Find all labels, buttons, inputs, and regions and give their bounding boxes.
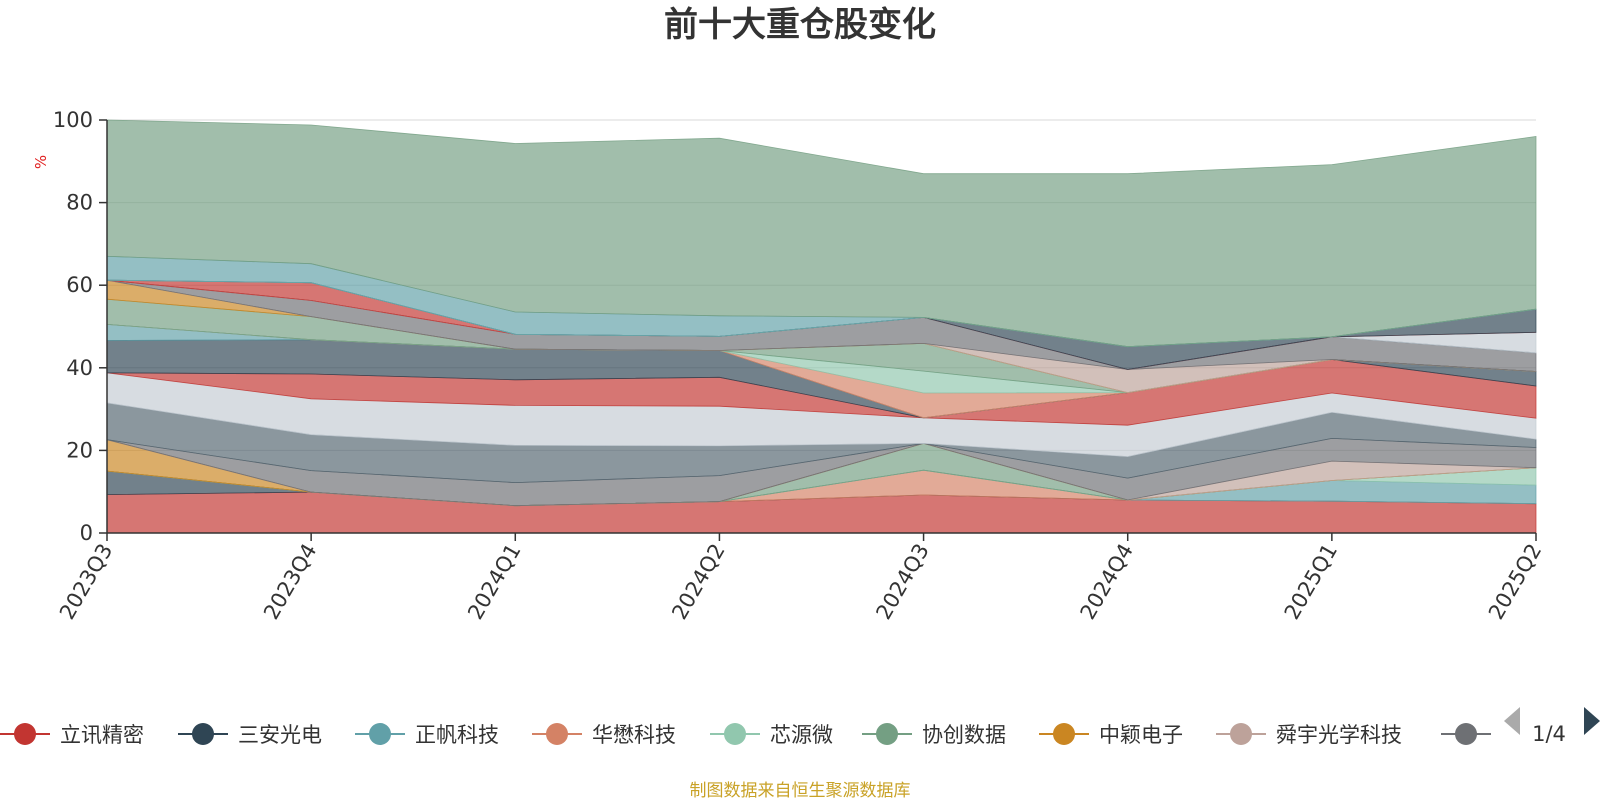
legend-page-indicator: 1/4 [1532, 722, 1566, 746]
legend-item[interactable]: 中颖电子 [1039, 723, 1183, 747]
legend-pager[interactable]: 1/4 [1504, 707, 1600, 746]
legend-label: 立讯精密 [60, 723, 144, 747]
legend-next-arrow-icon[interactable] [1584, 707, 1600, 735]
legend-circle-icon [1053, 723, 1075, 745]
y-tick-label: 40 [66, 356, 93, 380]
area-series-27[interactable] [106, 119, 1537, 348]
legend-label: 舜宇光学科技 [1276, 723, 1402, 747]
legend-prev-arrow-icon[interactable] [1504, 707, 1520, 735]
x-tick-label: 2023Q3 [55, 540, 117, 624]
y-tick-label: 20 [66, 438, 93, 462]
legend-item[interactable]: 华懋科技 [532, 723, 676, 747]
y-axis-ticks: 0 20 40 60 80 100 [53, 108, 107, 545]
legend-circle-icon [192, 723, 214, 745]
legend-item[interactable]: 协创数据 [862, 723, 1006, 747]
legend-label: 三安光电 [238, 723, 322, 747]
legend-item[interactable]: 芯源微 [710, 723, 833, 747]
legend-label: 中颖电子 [1099, 723, 1183, 747]
y-tick-label: 100 [53, 108, 93, 132]
x-tick-label: 2025Q2 [1484, 540, 1546, 624]
legend-item[interactable]: 舜宇光学科技 [1216, 723, 1402, 747]
x-tick-label: 2025Q1 [1280, 540, 1342, 624]
legend-circle-icon [369, 723, 391, 745]
legend-label: 华懋科技 [592, 723, 676, 747]
legend-item[interactable] [1441, 723, 1491, 745]
x-axis-ticks: 2023Q3 2023Q4 2024Q1 2024Q2 2024Q3 2024Q4 2025… [55, 533, 1546, 624]
x-tick-label: 2024Q1 [463, 540, 525, 624]
x-tick-label: 2024Q4 [1076, 540, 1138, 624]
legend-circle-icon [1455, 723, 1477, 745]
legend-label: 芯源微 [770, 723, 833, 747]
legend-circle-icon [546, 723, 568, 745]
y-axis-unit: % [32, 155, 50, 169]
chart-title: 前十大重仓股变化 [664, 5, 936, 45]
y-tick-label: 60 [66, 273, 93, 297]
legend-label: 协创数据 [922, 723, 1006, 747]
legend-item[interactable]: 正帆科技 [355, 723, 499, 747]
legend-circle-icon [876, 723, 898, 745]
legend-label: 正帆科技 [415, 723, 499, 747]
x-tick-label: 2024Q3 [871, 540, 933, 624]
legend-circle-icon [14, 723, 36, 745]
legend-item[interactable]: 三安光电 [178, 723, 322, 747]
source-note: 制图数据来自恒生聚源数据库 [690, 781, 911, 800]
legend-circle-icon [1230, 723, 1252, 745]
x-tick-label: 2023Q4 [259, 540, 321, 624]
y-tick-label: 80 [66, 191, 93, 215]
plot-areas [106, 119, 1537, 534]
legend[interactable]: 立讯精密 三安光电 正帆科技 华懋科技 芯源微 协创数据 中颖电子 舜宇光学科技 [0, 723, 1491, 747]
y-tick-label: 0 [80, 521, 93, 545]
legend-circle-icon [724, 723, 746, 745]
axes [106, 120, 1536, 534]
x-tick-label: 2024Q2 [667, 540, 729, 624]
legend-item[interactable]: 立讯精密 [0, 723, 144, 747]
